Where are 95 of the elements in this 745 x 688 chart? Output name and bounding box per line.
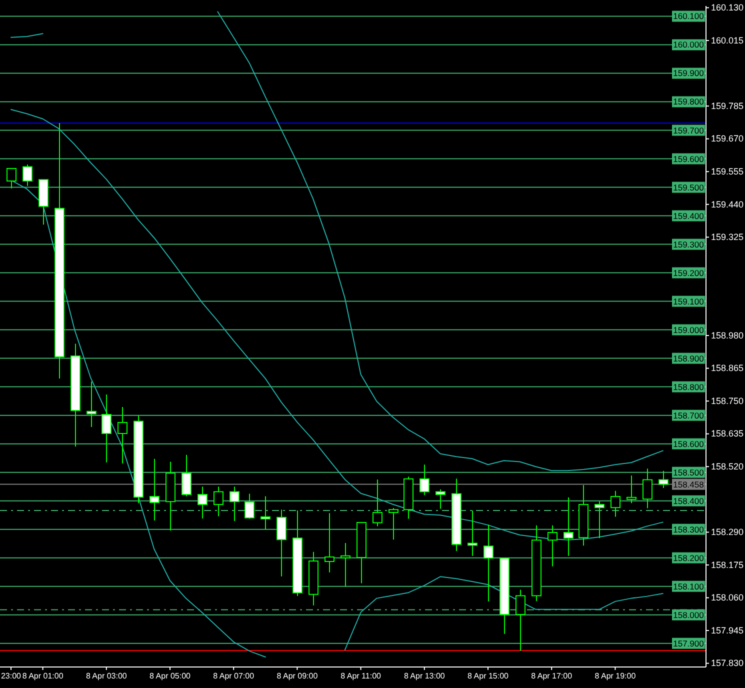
candlestick	[436, 488, 446, 510]
candlestick	[166, 461, 176, 531]
candlestick	[230, 486, 240, 522]
y-tick-label: 157.830	[711, 658, 744, 668]
y-tick-label: 159.325	[711, 232, 744, 242]
ref-line-label: 157.900	[673, 638, 704, 648]
candlestick	[22, 164, 32, 186]
candlestick	[38, 179, 48, 226]
candlestick	[484, 524, 494, 602]
y-tick-label: 158.290	[711, 527, 744, 538]
ref-line-label: 158.600	[673, 438, 704, 449]
candlestick	[420, 464, 430, 496]
candlestick	[372, 478, 382, 527]
x-tick-label: 8 Apr 07:00	[213, 672, 255, 681]
ref-line-label: 159.200	[673, 268, 704, 278]
x-tick-label: 8 Apr 15:00	[468, 672, 510, 681]
candlestick	[260, 496, 270, 530]
candlestick	[102, 394, 112, 463]
x-tick-label: 8 Apr 01:00	[22, 672, 64, 681]
ref-line-label: 159.000	[673, 324, 704, 335]
y-tick-label: 159.785	[711, 100, 744, 111]
candlestick	[564, 496, 574, 556]
candlestick	[244, 493, 254, 520]
candlestick	[356, 522, 366, 584]
candlestick	[70, 343, 80, 448]
candlestick	[118, 406, 128, 464]
candlestick	[532, 524, 542, 602]
candlestick	[150, 458, 160, 521]
x-tick-label: 23:00	[0, 672, 22, 681]
ref-line-label: 158.700	[673, 410, 704, 420]
ref-line-label: 160.000	[673, 40, 704, 50]
candlestick	[182, 454, 192, 497]
y-tick-label: 159.440	[711, 199, 744, 210]
y-tick-label: 158.980	[711, 330, 744, 340]
y-tick-label: 159.555	[711, 166, 744, 176]
candlestick	[308, 551, 318, 606]
candlestick	[276, 509, 286, 577]
ref-line-label: 158.400	[673, 496, 704, 506]
candlestick	[54, 122, 64, 380]
x-tick-label: 8 Apr 09:00	[276, 672, 318, 681]
x-tick-label: 8 Apr 05:00	[150, 672, 192, 681]
candlestick	[516, 589, 526, 652]
ref-line-label: 159.400	[673, 210, 704, 221]
candlestick	[324, 512, 334, 573]
y-tick-label: 157.945	[711, 625, 744, 636]
ref-line-label: 158.100	[673, 581, 704, 592]
ref-line-label: 159.300	[673, 239, 704, 250]
y-tick-label: 158.750	[711, 396, 744, 406]
x-tick-label: 8 Apr 17:00	[531, 672, 573, 681]
ref-line-label: 159.900	[673, 68, 704, 78]
candlestick	[610, 490, 620, 518]
y-tick-label: 159.670	[711, 134, 744, 144]
candlestick	[340, 542, 350, 588]
ref-line-label: 159.700	[673, 125, 704, 136]
candlestick	[594, 500, 604, 539]
candlestick	[198, 486, 208, 519]
candlestick	[6, 168, 16, 189]
y-tick-label: 160.130	[711, 2, 744, 13]
x-tick-label: 8 Apr 13:00	[404, 672, 446, 681]
candlestick	[626, 474, 636, 504]
ref-line-label: 158.800	[673, 382, 704, 392]
x-tick-label: 8 Apr 11:00	[340, 672, 382, 681]
candlestick	[658, 470, 668, 488]
line-series	[10, 108, 664, 540]
candlestick	[500, 558, 510, 634]
candlestick	[134, 414, 144, 504]
candlestick	[468, 510, 478, 556]
y-tick-label: 158.635	[711, 428, 744, 439]
ref-line-label: 159.600	[673, 154, 704, 164]
ref-line-label: 160.100	[673, 11, 704, 22]
ref-line-label: 159.800	[673, 96, 704, 107]
x-tick-label: 8 Apr 03:00	[86, 672, 128, 681]
ref-line-label: 158.300	[673, 524, 704, 534]
x-tick-label: 8 Apr 19:00	[594, 672, 636, 681]
candlestick	[86, 381, 96, 428]
candlestick	[578, 484, 588, 546]
candlestick	[404, 476, 414, 520]
candlestick	[388, 507, 398, 540]
candlestick	[452, 478, 462, 552]
candlestick	[548, 524, 558, 567]
y-tick-label: 160.015	[711, 35, 744, 46]
ref-line-label: 159.100	[673, 296, 704, 306]
y-tick-label: 158.175	[711, 560, 744, 570]
candlestick	[214, 486, 224, 517]
ref-line-label: 158.200	[673, 552, 704, 563]
y-tick-label: 158.060	[711, 592, 744, 603]
y-tick-label: 158.865	[711, 363, 744, 374]
ref-line-label: 158.458	[673, 479, 704, 490]
y-tick-label: 158.520	[711, 462, 744, 472]
candlestick	[292, 510, 302, 597]
candlestick	[642, 468, 652, 509]
ref-line-label: 158.000	[673, 610, 704, 620]
ref-line-label: 158.500	[673, 467, 704, 478]
ref-line-label: 158.900	[673, 353, 704, 364]
ref-line-label: 159.500	[673, 182, 704, 192]
